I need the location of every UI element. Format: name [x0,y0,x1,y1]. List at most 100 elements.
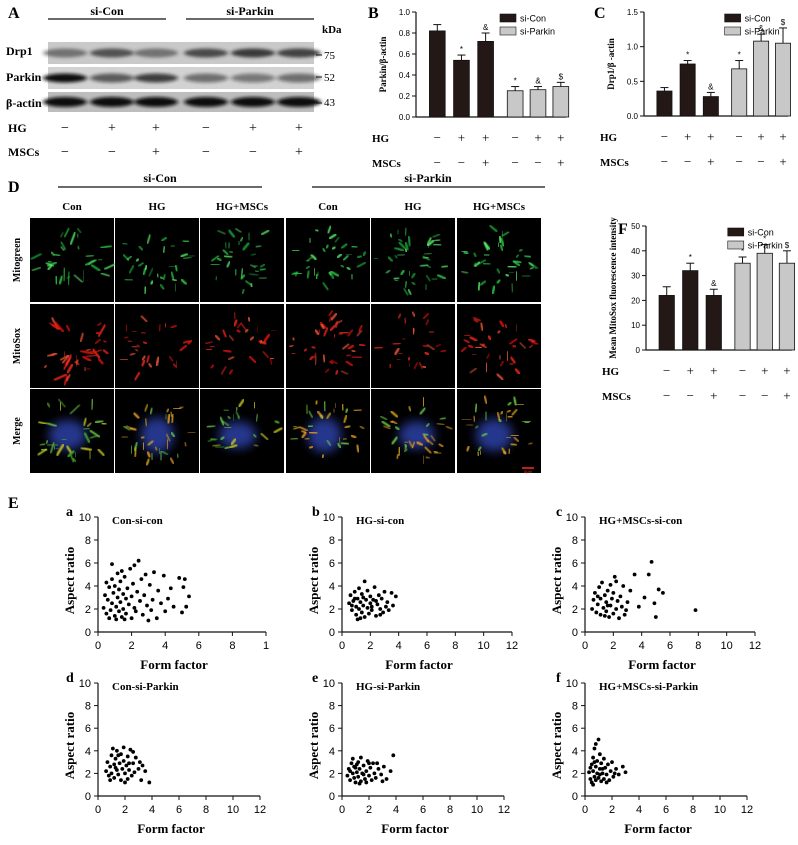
mitochondrion [182,339,190,344]
mitochondrion [269,357,275,360]
scatter-point [591,782,595,787]
micro-row-labels: Mitogreen MitoSox Merge [12,237,23,444]
mitochondrion [511,408,518,417]
scatter-point [593,742,598,746]
y-tick-label: 2 [572,768,578,780]
mitochondrion [334,236,340,243]
mitochondrion [355,443,360,454]
hg-sign-a: + [108,121,116,136]
scatter-point [349,761,354,766]
mitochondrion [322,353,326,364]
mitochondrion [57,398,66,408]
mitochondrion [170,431,176,438]
mitochondrion [440,349,447,353]
scatter-point [652,601,657,606]
mitochondrion [436,423,445,426]
mitochondrion [342,254,349,261]
hg-sign-a: + [152,121,160,136]
mitochondrion [124,278,134,281]
scatter-point [598,596,603,601]
y-tick-label: 10 [566,678,578,690]
mitochondrion [74,360,80,366]
mitochondrion [415,440,424,447]
mitochondrion [418,361,423,369]
scatter-point [126,602,131,607]
mitochondrion [82,427,91,431]
mitochondrion [379,415,388,421]
mitochondrion [469,367,477,374]
legend-label-si-parkin: si-Parkin [745,27,780,37]
scatter-point [106,773,111,778]
kda-marker-43: 43 [324,97,336,109]
hg-label-a: HG [8,121,27,135]
scatter-point [139,778,144,783]
nucleus-dapi [307,417,342,453]
y-tick-label: 0 [85,791,91,803]
scatter-point [604,609,609,614]
group-label-si-parkin: si-Parkin [226,4,274,18]
mitochondrion [128,264,135,274]
mitochondrion [43,364,48,369]
subpanel-letter: a [66,505,73,520]
blot-band-drp1 [134,48,178,58]
y-tick-label: 4 [572,581,578,593]
scatter-point [618,594,623,599]
hg-sign-chart-f: − [739,363,746,378]
scatter-point [354,762,359,767]
hg-sign-chart-b: + [458,130,465,145]
mitochondrion [472,318,479,324]
y-tick-label: 4 [329,581,335,593]
hg-sign-chart-c: − [736,129,743,144]
mitochondrion [394,425,401,431]
significance-mark: * [763,235,766,244]
row-label: Mitogreen [12,237,23,282]
mitochondrion [219,416,225,426]
mitochondrion [425,422,431,428]
y-tick-label: 1.0 [399,8,411,17]
mitochondrion [209,438,217,442]
scatter-point [393,594,398,599]
y-tick-label: 0 [572,791,578,803]
mitochondrion [95,330,101,336]
mitochondrion [325,412,332,420]
bar-si-parkin [731,68,748,117]
mscs-sign-chart-f: − [663,388,670,403]
scatter-point [388,769,393,774]
y-tick-label: 0 [572,627,578,639]
scatter-point [119,569,124,573]
scatter-point [109,753,114,758]
hg-sign-chart-c: − [661,129,668,144]
mitochondrion [216,257,223,262]
mitochondrion [77,245,80,250]
x-tick-label: 6 [196,640,202,652]
x-tick-label: 1 [263,640,269,652]
mitochondrion [308,410,314,419]
bar-si-con [702,96,719,117]
mitochondrion [329,360,334,365]
scatter-point [357,586,361,591]
mitochondrion [323,326,329,337]
blot-band-actin [184,97,228,107]
mitochondrion [146,450,152,459]
x-tick-label: 10 [478,640,490,652]
scatter-point [369,608,374,613]
scatter-point [124,596,128,601]
blot-band-parkin [277,73,321,83]
blot-labels: Drp1 Parkin β-actin 75 52 43 [6,44,336,110]
mscs-sign-chart-b: + [482,155,489,170]
mitochondrion [437,443,444,448]
mitochondrion [292,425,298,428]
mitochondrion [90,263,102,272]
mitochondrion [510,434,520,437]
mitochondrion [97,323,107,337]
mitochondrion [506,409,512,414]
scatter-point [600,766,605,771]
mitochondrion [65,353,73,367]
scatter-point [357,781,362,786]
legend-swatch-si-parkin [499,26,517,36]
scatter-point [145,603,149,608]
mitochondrion [45,439,49,445]
scatter-point [649,559,654,564]
panel-f: F 0 10 20 30 40 50 Mean MitoSox fluorescence i… [602,217,796,403]
mitochondrion [237,398,245,408]
